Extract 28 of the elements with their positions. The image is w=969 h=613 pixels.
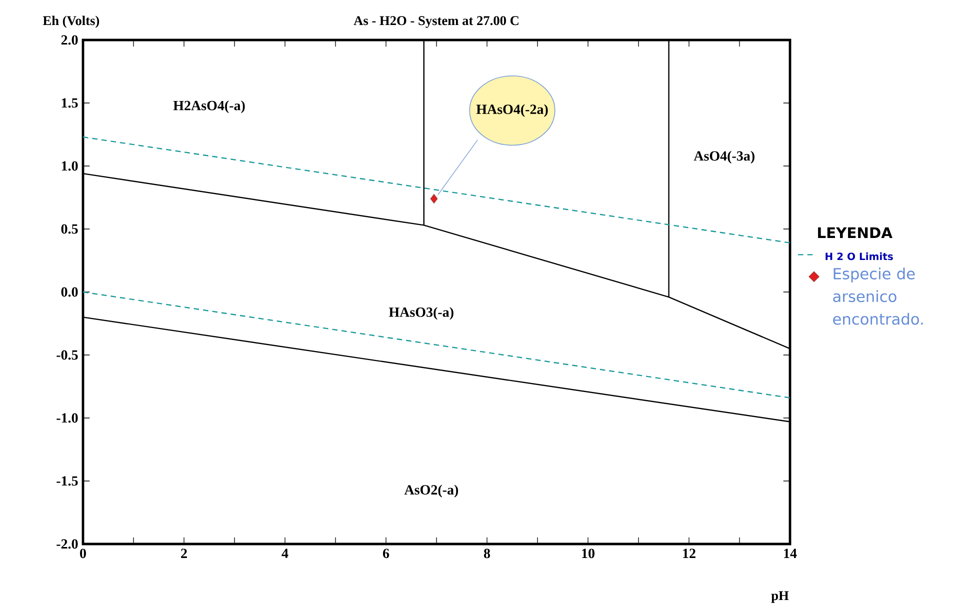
y-tick-label: 1.0 bbox=[62, 161, 78, 171]
annotation: HAsO3(-a) bbox=[388, 307, 454, 320]
annotation: AsO4(-3a) bbox=[694, 150, 754, 164]
x-tick-label: 8 bbox=[484, 548, 490, 558]
legend-title: LEYENDA bbox=[818, 227, 892, 238]
y-tick-label: 2.0 bbox=[61, 35, 78, 45]
x-tick-label: 14 bbox=[784, 548, 797, 558]
y-tick-label: -2.0 bbox=[56, 539, 78, 549]
y-tick-label: -1.0 bbox=[56, 413, 78, 423]
annotation: AsO2(-a) bbox=[404, 484, 458, 498]
x-tick-label: 0 bbox=[80, 548, 86, 558]
x-tick-label: 4 bbox=[282, 548, 288, 558]
y-tick-label: 0.5 bbox=[61, 224, 78, 234]
annotation: H2AsO4(-a) bbox=[173, 100, 245, 114]
x-tick-label: 2 bbox=[181, 548, 187, 558]
y-tick-label: -1.5 bbox=[56, 476, 78, 486]
y-tick-label: -0.5 bbox=[56, 350, 78, 360]
y-axis-title: Eh (Volts) bbox=[42, 16, 100, 28]
legend-label: H 2 O Limits bbox=[826, 252, 893, 260]
x-tick-label: 6 bbox=[382, 548, 390, 558]
x-tick-label: 12 bbox=[683, 548, 696, 558]
annotation: HAsO4(-2a) bbox=[476, 104, 548, 117]
legend-label: Especie de arsenico encontrado. bbox=[833, 268, 923, 325]
y-tick-label: 1.5 bbox=[62, 98, 78, 108]
y-tick-label: 0.0 bbox=[61, 287, 78, 297]
x-tick-label: 10 bbox=[582, 548, 594, 558]
chart-title: As - H2O - System at 27.00 C bbox=[354, 16, 518, 28]
x-axis-title: pH bbox=[771, 591, 789, 603]
